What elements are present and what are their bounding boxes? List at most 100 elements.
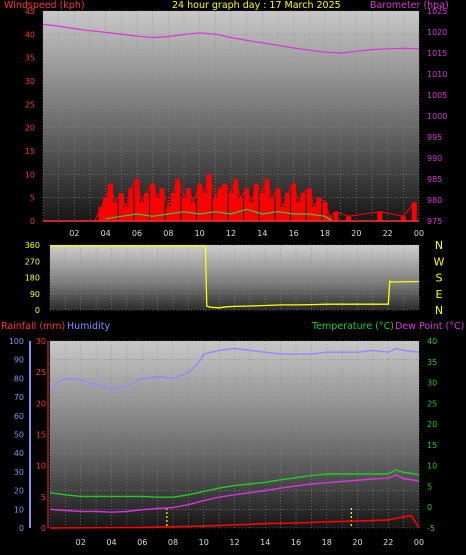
top-x-tick: 00 — [414, 229, 424, 238]
temperature-tick: 15 — [427, 441, 437, 450]
wind-speed-bar — [233, 179, 239, 221]
compass-tick: N — [435, 304, 443, 317]
humidity-label: Humidity — [67, 321, 111, 332]
top-x-tick: 16 — [289, 229, 299, 238]
wind-speed-bar — [222, 183, 228, 221]
compass-tick: W — [434, 255, 445, 268]
wind-speed-bar — [128, 188, 134, 221]
wind-speed-bar — [139, 202, 145, 221]
temperature-tick: 5 — [427, 482, 432, 491]
top-x-tick: 04 — [101, 229, 111, 238]
wind-speed-bar — [228, 193, 234, 221]
wind-speed-bar — [269, 197, 275, 221]
barometer-label: Barometer (hpa) — [370, 0, 449, 11]
rainfall-tick: 30 — [36, 337, 46, 346]
wind-speed-bar — [248, 202, 254, 221]
wind-speed-bar — [175, 179, 181, 221]
rainfall-tick: 25 — [36, 368, 46, 377]
wind-direction-line — [50, 245, 420, 309]
humidity-tick: 60 — [14, 412, 24, 421]
rainfall-tick: 15 — [36, 431, 46, 440]
humidity-tick: 0 — [19, 524, 24, 533]
direction-tick: 90 — [30, 290, 40, 299]
wind-speed-bar — [311, 207, 317, 221]
barometer-tick: 1020 — [427, 28, 447, 37]
rainfall-tick: 0 — [41, 524, 46, 533]
temperature-tick: 0 — [427, 503, 432, 512]
bottom-x-tick: 08 — [168, 538, 178, 547]
wind-speed-bar — [253, 183, 259, 221]
bottom-x-tick: 18 — [322, 538, 332, 547]
wind-speed-bar — [112, 202, 118, 221]
bottom-x-tick: 10 — [199, 538, 209, 547]
humidity-tick: 40 — [14, 449, 24, 458]
wind-speed-bar — [98, 207, 104, 221]
wind-speed-bar — [400, 216, 406, 221]
windspeed-tick: 20 — [25, 124, 35, 133]
wind-speed-bar — [143, 193, 149, 221]
wind-speed-bar — [377, 211, 383, 221]
wind-speed-bar — [186, 188, 192, 221]
windspeed-tick: 45 — [25, 7, 35, 16]
wind-speed-line — [94, 173, 415, 222]
top-x-tick: 20 — [351, 229, 361, 238]
humidity-tick: 30 — [14, 468, 24, 477]
wind-speed-bar — [411, 202, 417, 221]
wind-speed-bar — [275, 188, 281, 221]
rainfall-label: Rainfall (mm) — [1, 321, 66, 332]
top-x-tick: 02 — [69, 229, 79, 238]
wind-speed-bar — [284, 193, 290, 221]
temperature-tick: 35 — [427, 358, 437, 367]
wind-speed-bar — [346, 216, 351, 221]
rainfall-line — [49, 514, 420, 529]
windspeed-tick: 25 — [25, 100, 35, 109]
dewpoint-label: Dew Point (°C) — [395, 321, 465, 332]
barometer-tick: 995 — [427, 133, 442, 142]
wind-speed-bar — [316, 197, 322, 221]
humidity-tick: 10 — [14, 505, 24, 514]
graph-title: 24 hour graph day : 17 March 2025 — [172, 0, 341, 11]
bottom-x-tick: 16 — [291, 538, 301, 547]
wind-speed-bar — [181, 197, 187, 221]
barometer-tick: 1010 — [427, 70, 447, 79]
wind-speed-bar — [322, 202, 328, 221]
barometer-tick: 1000 — [427, 112, 447, 121]
compass-tick: N — [435, 239, 443, 252]
windspeed-tick: 35 — [25, 54, 35, 63]
top-x-tick: 14 — [257, 229, 267, 238]
temperature-tick: 40 — [427, 337, 437, 346]
bottom-x-tick: 22 — [383, 538, 393, 547]
dewpoint-line — [49, 474, 420, 513]
temperature-tick: -5 — [427, 524, 435, 533]
wind-speed-bar — [306, 188, 312, 221]
wind-speed-bar — [159, 188, 165, 221]
barometer-tick: 1005 — [427, 91, 447, 100]
wind-speed-bar — [295, 202, 301, 221]
wind-speed-bar — [217, 188, 223, 221]
direction-tick: 180 — [25, 274, 40, 283]
compass-tick: E — [436, 288, 443, 301]
temperature-tick: 25 — [427, 399, 437, 408]
rainfall-tick: 5 — [41, 493, 46, 502]
wind-speed-bar — [237, 197, 243, 221]
humidity-tick: 80 — [14, 374, 24, 383]
wind-speed-bar — [107, 183, 113, 221]
direction-tick: 360 — [25, 241, 40, 250]
windspeed-tick: 10 — [25, 170, 35, 179]
top-x-tick: 12 — [226, 229, 236, 238]
wind-speed-bar — [333, 211, 339, 221]
temperature-line — [49, 469, 420, 498]
wind-speed-bar — [170, 193, 176, 221]
bottom-x-tick: 00 — [414, 538, 424, 547]
windspeed-tick: 15 — [25, 147, 35, 156]
humidity-tick: 90 — [14, 356, 24, 365]
wind-speed-bar — [212, 197, 218, 221]
top-x-tick: 08 — [163, 229, 173, 238]
wind-speed-bar — [206, 174, 212, 221]
bottom-x-tick: 02 — [76, 538, 86, 547]
barometer-tick: 975 — [427, 217, 442, 226]
wind-speed-bar — [134, 179, 140, 221]
barometer-tick: 990 — [427, 154, 442, 163]
wind-speed-bar — [123, 207, 129, 221]
